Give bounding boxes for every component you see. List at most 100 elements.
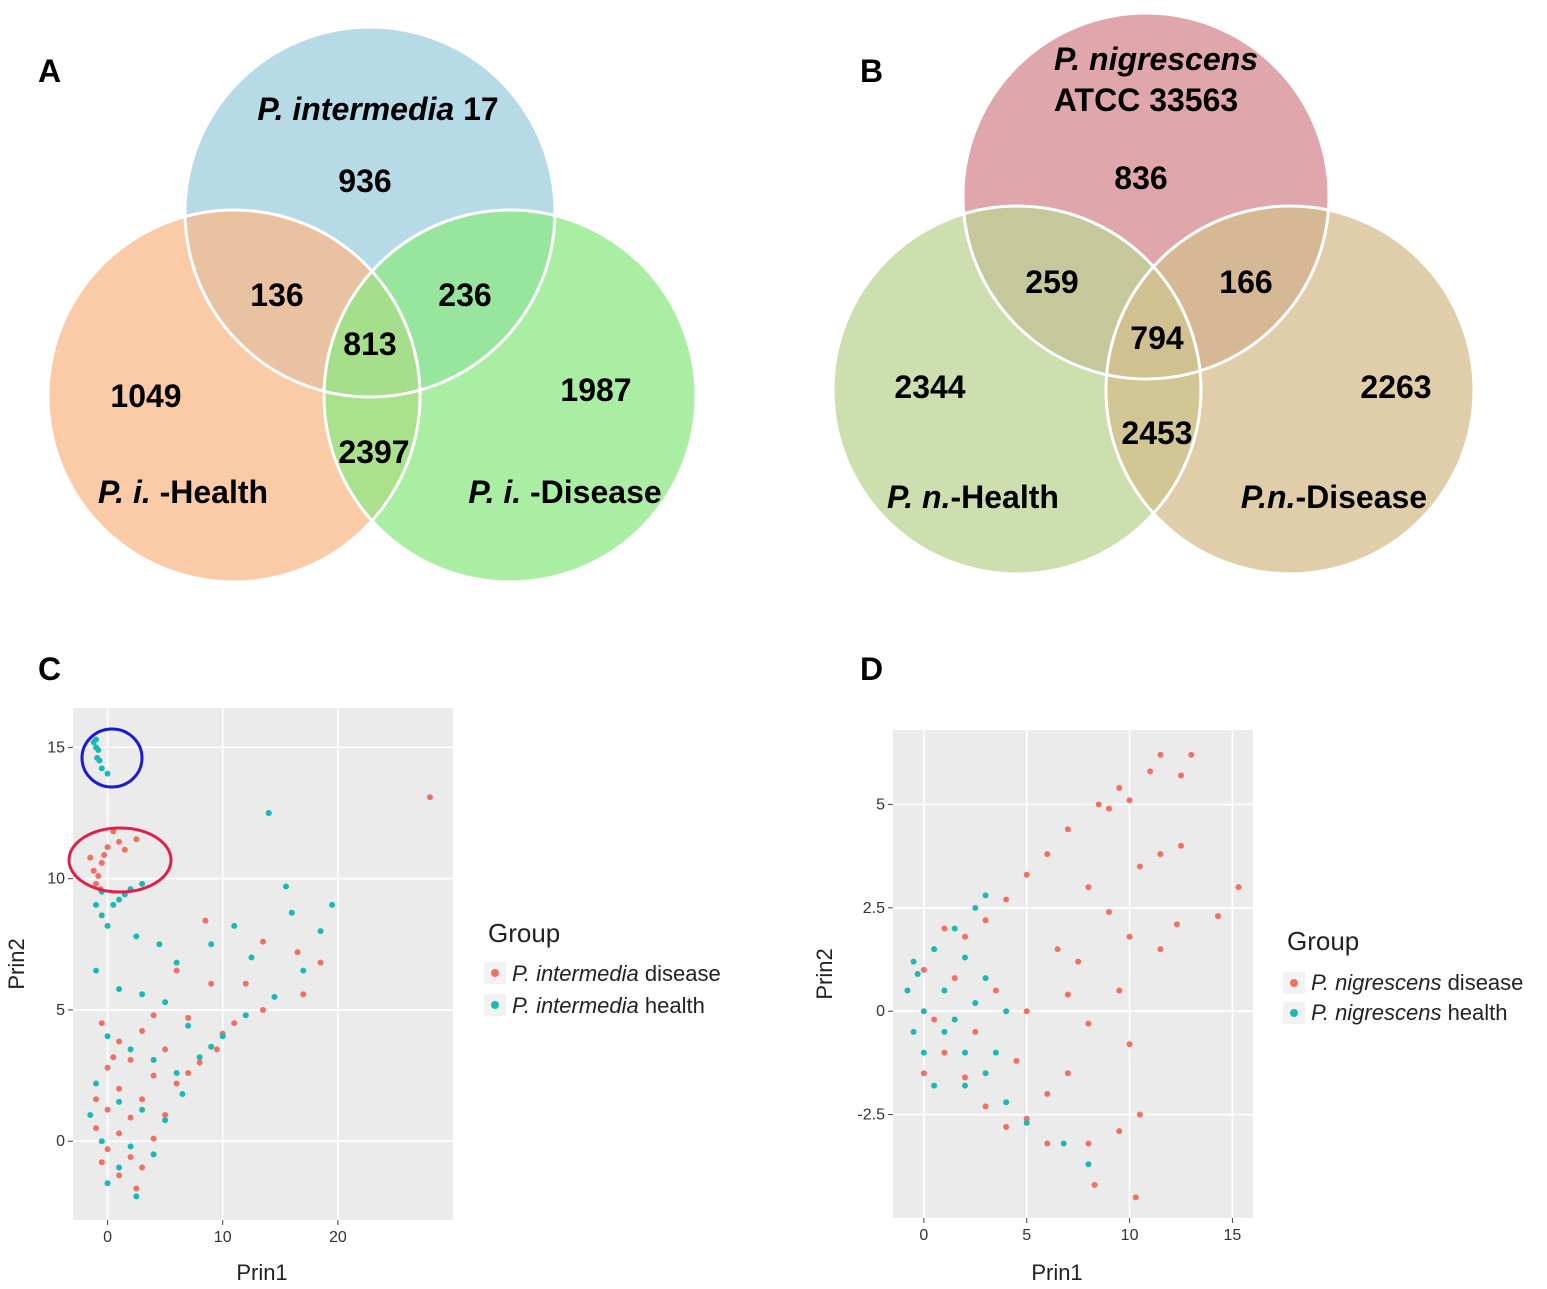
c-point-health-50 [133,1193,140,1200]
c-point-health-48 [150,1151,157,1158]
scatter-c-panel-background [73,708,453,1220]
venn-b-strain-health: 259 [1025,264,1078,300]
c-point-health-20 [173,959,180,966]
c-point-disease-46 [116,1172,123,1179]
c-point-disease-29 [162,1046,169,1053]
c-xtick-label-1: 10 [214,1229,232,1246]
c-point-disease-0 [426,794,433,801]
venn-a-strain-label: P. intermedia 17 [257,91,498,127]
scatter-c-ticks: 0 10 20 0 5 10 15 [47,739,347,1246]
c-ytick-label-2: 10 [47,871,65,888]
c-point-health-28 [300,967,307,974]
venn-b-health-disease: 2453 [1121,415,1192,451]
d-point-disease-39 [1132,1194,1139,1201]
c-point-health-27 [317,928,324,935]
c-point-disease-25 [139,1027,146,1034]
c-point-disease-43 [104,1146,111,1153]
c-point-health-43 [116,1098,123,1105]
c-point-disease-17 [317,959,324,966]
c-point-disease-49 [93,1096,100,1103]
c-point-health-40 [150,1056,157,1063]
venn-b-disease-only: 2263 [1360,369,1431,405]
d-point-health-15 [1003,1008,1010,1015]
d-point-health-10 [951,925,958,932]
scatter-d: D 0 5 10 15 -2.5 0 2.5 5 Prin1 Prin2 Group P. n… [812,651,1523,1285]
d-point-disease-10 [1178,842,1184,849]
c-point-health-41 [173,1069,180,1076]
c-point-disease-33 [150,1072,157,1079]
d-point-disease-29 [1044,1090,1051,1097]
scatter-c-red-highlight-ellipse [67,826,173,894]
c-point-disease-23 [150,1012,157,1019]
d-point-disease-41 [992,987,999,994]
d-ytick-label-1: 0 [876,1003,885,1020]
c-point-disease-42 [150,1135,157,1142]
venn-b-disease-circle [1106,206,1474,574]
c-point-health-25 [288,909,295,916]
c-point-health-10 [110,901,117,908]
venn-b-disease-outline [1104,204,1476,576]
d-point-disease-44 [931,1016,938,1023]
c-point-disease-30 [127,1056,134,1063]
c-point-disease-14 [202,917,209,924]
d-point-health-9 [931,946,938,953]
c-point-disease-15 [260,938,266,945]
c-point-health-19 [156,941,163,948]
scatter-d-ticks: 0 5 10 15 -2.5 0 2.5 5 [857,796,1241,1244]
c-point-disease-21 [173,967,180,974]
d-point-health-8 [910,958,917,965]
c-ytick-label-1: 5 [56,1002,65,1019]
venn-a-strain-disease: 236 [438,277,491,313]
c-point-disease-12 [87,854,94,861]
scatter-d-legend-key-health [1290,1009,1298,1017]
c-point-health-33 [93,967,100,974]
c-point-health-6 [104,770,111,777]
venn-a-disease-label: P. i. -Disease [468,474,661,510]
c-point-disease-44 [127,1153,134,1160]
scatter-c-legend-key-disease [491,969,499,977]
c-point-disease-36 [139,1096,146,1103]
d-point-disease-3 [1147,768,1154,775]
c-point-health-24 [283,883,290,890]
d-xtick-label-0: 0 [919,1227,928,1244]
d-point-disease-22 [1106,908,1112,915]
d-point-disease-0 [1157,751,1164,758]
c-point-disease-51 [185,1069,192,1076]
d-point-health-11 [972,904,979,911]
venn-a-strain-only: 936 [338,163,391,199]
c-point-disease-2 [98,859,105,866]
d-point-disease-4 [1116,784,1123,791]
d-point-health-23 [992,1049,999,1056]
venn-b-strain-outline [961,11,1331,381]
c-point-health-17 [93,901,100,908]
d-point-health-12 [982,892,989,899]
scatter-d-legend-health: P. nigrescens health [1311,1000,1508,1025]
d-point-health-25 [914,971,921,977]
scatter-d-ylabel: Prin2 [812,948,837,999]
c-point-health-2 [95,747,102,754]
d-point-health-24 [972,999,979,1006]
venn-a-all: 813 [343,326,396,362]
d-point-disease-48 [1023,1008,1030,1015]
venn-b-all: 794 [1130,320,1184,356]
c-point-disease-38 [127,1114,134,1121]
d-point-disease-2 [1178,772,1184,779]
d-point-health-18 [962,1082,968,1089]
c-point-disease-16 [294,949,301,956]
venn-a-health-disease: 2397 [338,434,409,470]
c-point-health-8 [265,810,272,817]
c-point-health-16 [104,922,111,929]
c-point-health-30 [242,1012,249,1019]
venn-b: B P. nigrescens ATCC 33563 P. n.-Health … [831,11,1476,576]
c-xtick-label-2: 20 [329,1229,347,1246]
d-point-disease-17 [1023,871,1030,878]
d-point-disease-12 [1136,863,1143,870]
c-point-disease-28 [116,1038,123,1045]
c-point-disease-45 [139,1164,146,1171]
panel-label-a: A [38,53,61,89]
c-point-health-4 [96,757,103,764]
d-point-disease-21 [1085,884,1092,891]
d-point-disease-14 [1157,946,1164,953]
c-point-health-38 [104,1033,111,1040]
